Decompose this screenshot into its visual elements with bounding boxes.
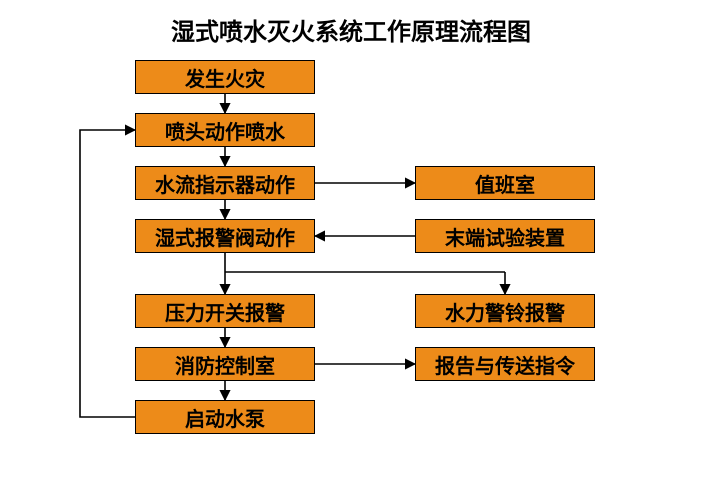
flow-edge	[80, 130, 135, 417]
flow-node-label: 喷头动作喷水	[165, 116, 285, 145]
flow-node-label: 值班室	[475, 169, 535, 198]
flow-node-label: 发生火灾	[185, 63, 265, 92]
flow-node: 启动水泵	[135, 400, 315, 434]
flow-node: 湿式报警阀动作	[135, 219, 315, 253]
flow-node-label: 水流指示器动作	[155, 169, 295, 198]
flow-node: 末端试验装置	[415, 219, 595, 253]
flow-node: 压力开关报警	[135, 294, 315, 328]
flow-node-label: 压力开关报警	[165, 297, 285, 326]
edges-layer	[0, 0, 702, 503]
flow-node-label: 水力警铃报警	[445, 297, 565, 326]
flow-node-label: 湿式报警阀动作	[155, 222, 295, 251]
flow-node: 水流指示器动作	[135, 166, 315, 200]
chart-title: 湿式喷水灭火系统工作原理流程图	[0, 12, 702, 47]
flowchart-canvas: 湿式喷水灭火系统工作原理流程图 发生火灾喷头动作喷水水流指示器动作 值班室湿式报警…	[0, 0, 702, 503]
flow-node: 值班室	[415, 166, 595, 200]
flow-node-label: 末端试验装置	[445, 222, 565, 251]
flow-node-label: 报告与传送指令	[435, 350, 575, 379]
flow-node-label: 消防控制室	[175, 350, 275, 379]
flow-node: 报告与传送指令	[415, 347, 595, 381]
flow-node: 消防控制室	[135, 347, 315, 381]
flow-node: 发生火灾	[135, 60, 315, 94]
flow-node: 水力警铃报警	[415, 294, 595, 328]
flow-node: 喷头动作喷水	[135, 113, 315, 147]
flow-node-label: 启动水泵	[185, 403, 265, 432]
